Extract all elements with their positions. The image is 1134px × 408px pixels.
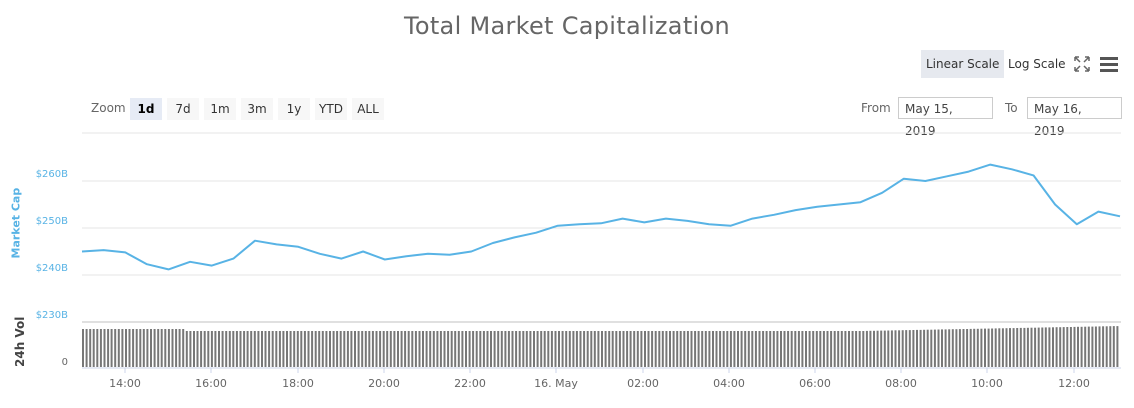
- hamburger-menu-icon[interactable]: [1099, 54, 1119, 74]
- chart-title: Total Market Capitalization: [403, 12, 730, 40]
- range-ytd-button[interactable]: YTD: [315, 98, 347, 120]
- range-1d-button[interactable]: 1d: [130, 98, 162, 120]
- from-date-input[interactable]: May 15, 2019: [898, 97, 993, 138]
- vol-y-tick-0: 0: [61, 357, 68, 368]
- x-tick-label: 10:00: [971, 377, 1003, 390]
- range-1m-button[interactable]: 1m: [204, 98, 236, 120]
- zoom-label: Zoom: [91, 101, 126, 115]
- y-axis-title-volume: 24h Vol: [13, 316, 27, 367]
- x-tick-label: 06:00: [799, 377, 831, 390]
- range-all-button[interactable]: ALL: [352, 98, 384, 120]
- y-tick-240: $240B: [35, 263, 68, 274]
- x-tick-label: 12:00: [1058, 377, 1090, 390]
- log-scale-button[interactable]: Log Scale: [1008, 57, 1066, 71]
- expand-icon[interactable]: [1072, 54, 1092, 74]
- linear-scale-button[interactable]: Linear Scale: [921, 50, 1005, 78]
- x-tick-label: 22:00: [454, 377, 486, 390]
- x-tick-label: 04:00: [713, 377, 745, 390]
- x-tick-label: 20:00: [368, 377, 400, 390]
- x-tick-label: 02:00: [627, 377, 659, 390]
- market-cap-line: [81, 163, 1121, 271]
- range-1y-button[interactable]: 1y: [278, 98, 310, 120]
- x-tick-label: 08:00: [885, 377, 917, 390]
- x-tick-label: 16:00: [195, 377, 227, 390]
- y-axis-title-market-cap: Market Cap: [9, 187, 23, 259]
- range-3m-button[interactable]: 3m: [241, 98, 273, 120]
- to-date-input[interactable]: May 16, 2019: [1027, 97, 1122, 138]
- x-tick-label: 14:00: [109, 377, 141, 390]
- x-tick-label: 16. May: [534, 377, 578, 390]
- range-7d-button[interactable]: 7d: [167, 98, 199, 120]
- from-label: From: [861, 101, 891, 115]
- y-tick-230: $230B: [35, 310, 68, 321]
- y-tick-260: $260B: [35, 169, 68, 180]
- x-tick-label: 18:00: [282, 377, 314, 390]
- y-tick-250: $250B: [35, 216, 68, 227]
- to-label: To: [1005, 101, 1018, 115]
